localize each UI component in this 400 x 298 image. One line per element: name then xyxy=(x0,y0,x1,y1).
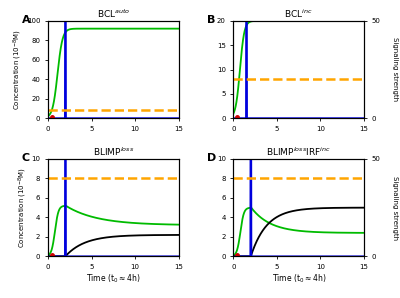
X-axis label: Time (t$_0$$\approx$4h): Time (t$_0$$\approx$4h) xyxy=(272,273,326,285)
Title: BLIMP$^{loss}$IRF$^{inc}$: BLIMP$^{loss}$IRF$^{inc}$ xyxy=(266,146,331,158)
Text: B: B xyxy=(207,15,216,25)
Y-axis label: Concentration (10$^{-8}$M): Concentration (10$^{-8}$M) xyxy=(12,29,24,110)
Text: D: D xyxy=(207,153,216,163)
Title: BCL$^{auto}$: BCL$^{auto}$ xyxy=(96,8,130,20)
Title: BCL$^{inc}$: BCL$^{inc}$ xyxy=(284,8,313,20)
Text: C: C xyxy=(22,153,30,163)
Y-axis label: Concentration (10$^{-8}$M): Concentration (10$^{-8}$M) xyxy=(16,167,28,248)
Y-axis label: Signaling strength: Signaling strength xyxy=(392,176,398,240)
Title: BLIMP$^{loss}$: BLIMP$^{loss}$ xyxy=(93,146,134,158)
Text: A: A xyxy=(22,15,30,25)
Y-axis label: Signaling strength: Signaling strength xyxy=(392,38,398,102)
X-axis label: Time (t$_0$$\approx$4h): Time (t$_0$$\approx$4h) xyxy=(86,273,140,285)
